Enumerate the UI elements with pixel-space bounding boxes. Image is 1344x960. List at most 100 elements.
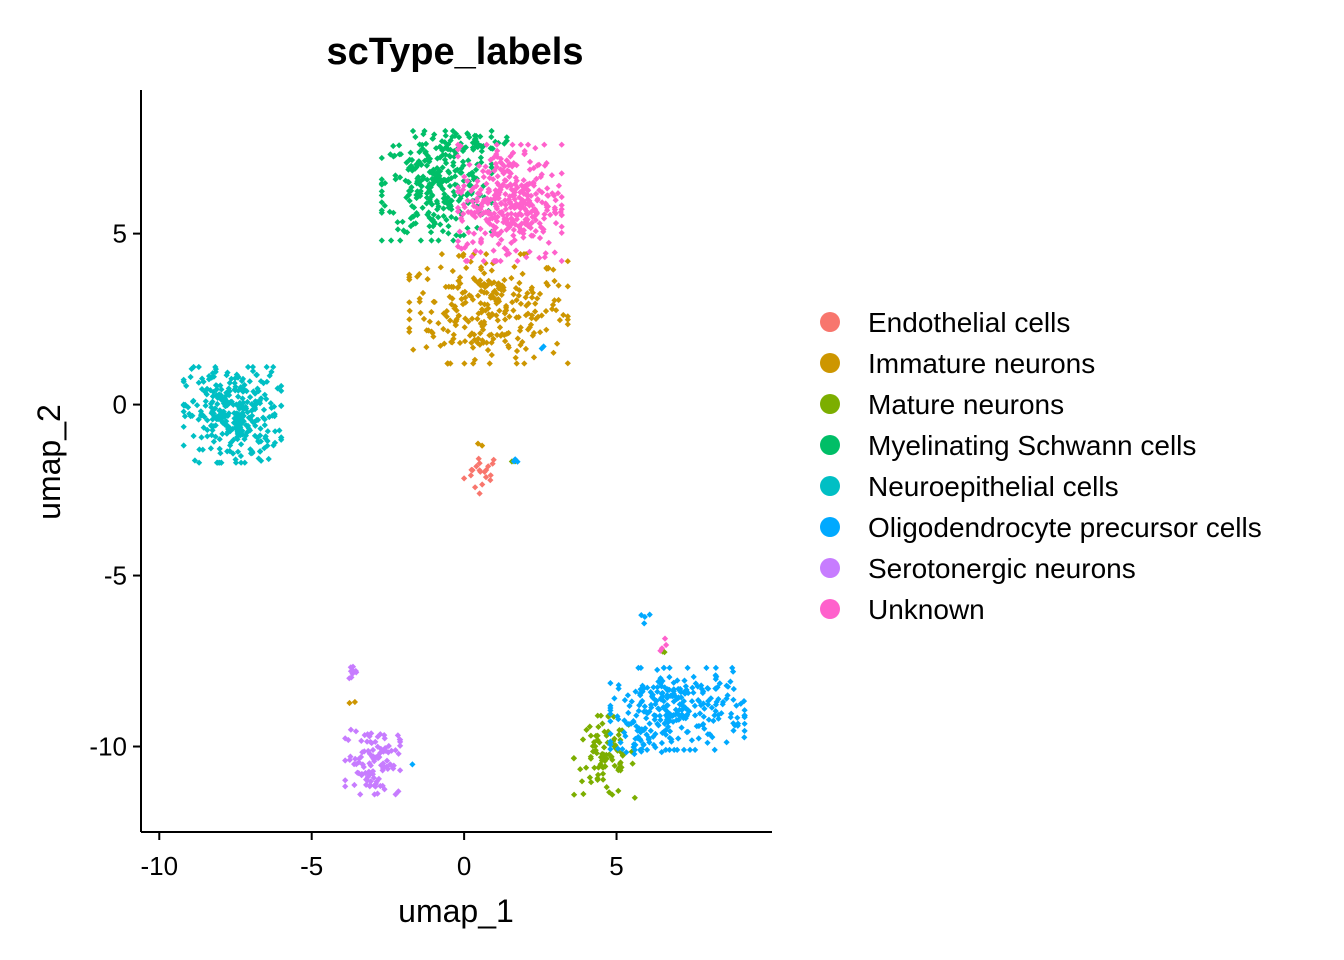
x-axis-ticks: -10 -5 0 5 bbox=[141, 832, 624, 881]
point-myelinating-schwann-cells bbox=[378, 154, 385, 162]
point-mature-neurons bbox=[587, 779, 595, 786]
point-oligodendrocyte-precursor-cells bbox=[690, 689, 697, 696]
point-unknown bbox=[469, 238, 477, 246]
point-mature-neurons bbox=[594, 712, 601, 719]
point-myelinating-schwann-cells bbox=[407, 149, 414, 156]
point-immature-neurons bbox=[441, 340, 448, 347]
point-immature-neurons bbox=[455, 312, 462, 319]
point-neuroepithelial-cells bbox=[190, 363, 197, 371]
point-neuroepithelial-cells bbox=[219, 430, 226, 438]
point-mature-neurons bbox=[606, 751, 613, 758]
point-immature-neurons bbox=[417, 309, 424, 317]
point-oligodendrocyte-precursor-cells bbox=[621, 696, 629, 704]
point-oligodendrocyte-precursor-cells bbox=[648, 704, 655, 711]
point-mature-neurons bbox=[629, 760, 636, 767]
point-endothelial-cells bbox=[476, 460, 483, 467]
point-serotonergic-neurons bbox=[358, 737, 365, 745]
point-mature-neurons bbox=[616, 760, 624, 768]
point-mature-neurons bbox=[590, 738, 598, 746]
point-oligodendrocyte-precursor-cells bbox=[621, 729, 628, 736]
point-endothelial-cells bbox=[471, 484, 479, 491]
point-serotonergic-neurons bbox=[380, 765, 387, 772]
point-myelinating-schwann-cells bbox=[445, 223, 452, 230]
point-immature-neurons bbox=[449, 267, 456, 275]
point-myelinating-schwann-cells bbox=[439, 185, 446, 192]
point-immature-neurons bbox=[490, 279, 498, 286]
point-oligodendrocyte-precursor-cells bbox=[649, 691, 656, 698]
point-immature-neurons bbox=[470, 275, 477, 282]
point-oligodendrocyte-precursor-cells bbox=[733, 702, 740, 709]
point-immature-neurons bbox=[511, 263, 518, 270]
point-oligodendrocyte-precursor-cells bbox=[652, 700, 659, 708]
point-oligodendrocyte-precursor-cells bbox=[685, 708, 693, 715]
point-oligodendrocyte-precursor-cells bbox=[706, 731, 714, 738]
point-myelinating-schwann-cells bbox=[423, 162, 431, 169]
point-oligodendrocyte-precursor-cells bbox=[647, 727, 654, 734]
point-neuroepithelial-cells bbox=[253, 371, 261, 379]
point-neuroepithelial-cells bbox=[193, 402, 201, 409]
point-neuroepithelial-cells bbox=[262, 433, 269, 440]
point-oligodendrocyte-precursor-cells bbox=[678, 724, 685, 731]
point-unknown bbox=[540, 215, 548, 222]
point-immature-neurons bbox=[513, 360, 520, 367]
point-serotonergic-neurons bbox=[392, 791, 399, 798]
point-oligodendrocyte-precursor-cells bbox=[688, 737, 696, 744]
point-oligodendrocyte-precursor-cells bbox=[656, 712, 664, 720]
point-neuroepithelial-cells bbox=[263, 363, 270, 371]
point-immature-neurons bbox=[474, 440, 482, 447]
point-mature-neurons bbox=[601, 763, 609, 770]
point-serotonergic-neurons bbox=[379, 760, 387, 767]
point-oligodendrocyte-precursor-cells bbox=[654, 684, 661, 691]
point-oligodendrocyte-precursor-cells bbox=[686, 746, 694, 754]
point-unknown bbox=[541, 141, 548, 148]
point-immature-neurons bbox=[459, 252, 467, 260]
point-oligodendrocyte-precursor-cells bbox=[656, 706, 663, 713]
point-oligodendrocyte-precursor-cells bbox=[607, 718, 614, 725]
point-unknown bbox=[517, 141, 525, 148]
point-oligodendrocyte-precursor-cells bbox=[636, 702, 643, 709]
point-immature-neurons bbox=[474, 315, 481, 323]
point-unknown bbox=[558, 223, 565, 230]
point-oligodendrocyte-precursor-cells bbox=[670, 679, 677, 686]
point-immature-neurons bbox=[564, 321, 571, 328]
point-serotonergic-neurons bbox=[347, 726, 355, 733]
point-oligodendrocyte-precursor-cells bbox=[638, 611, 645, 619]
point-unknown bbox=[502, 205, 509, 213]
point-oligodendrocyte-precursor-cells bbox=[730, 696, 737, 703]
point-mature-neurons bbox=[617, 767, 624, 774]
point-neuroepithelial-cells bbox=[221, 411, 228, 418]
point-oligodendrocyte-precursor-cells bbox=[712, 664, 720, 672]
legend-label: Neuroepithelial cells bbox=[868, 471, 1119, 502]
point-unknown bbox=[536, 254, 543, 262]
point-oligodendrocyte-precursor-cells bbox=[692, 680, 699, 687]
point-immature-neurons bbox=[486, 332, 493, 339]
point-myelinating-schwann-cells bbox=[450, 237, 457, 244]
point-mature-neurons bbox=[577, 766, 584, 773]
point-neuroepithelial-cells bbox=[278, 436, 285, 443]
legend-swatch bbox=[820, 558, 840, 578]
point-neuroepithelial-cells bbox=[216, 459, 223, 466]
point-oligodendrocyte-precursor-cells bbox=[646, 720, 653, 727]
point-oligodendrocyte-precursor-cells bbox=[621, 717, 628, 724]
point-unknown bbox=[510, 232, 517, 239]
point-oligodendrocyte-precursor-cells bbox=[704, 701, 712, 708]
point-immature-neurons bbox=[443, 307, 450, 315]
point-oligodendrocyte-precursor-cells bbox=[668, 736, 675, 743]
point-myelinating-schwann-cells bbox=[395, 142, 403, 149]
point-oligodendrocyte-precursor-cells bbox=[655, 678, 662, 685]
point-immature-neurons bbox=[454, 284, 461, 292]
point-immature-neurons bbox=[453, 317, 460, 325]
point-neuroepithelial-cells bbox=[251, 418, 258, 426]
scatter-points bbox=[180, 127, 748, 801]
point-immature-neurons bbox=[443, 313, 450, 320]
point-unknown bbox=[490, 247, 497, 254]
point-oligodendrocyte-precursor-cells bbox=[675, 716, 682, 723]
point-neuroepithelial-cells bbox=[260, 406, 268, 413]
point-oligodendrocyte-precursor-cells bbox=[670, 688, 677, 695]
legend-swatch bbox=[820, 599, 840, 619]
point-neuroepithelial-cells bbox=[195, 416, 202, 423]
point-myelinating-schwann-cells bbox=[403, 159, 410, 166]
point-immature-neurons bbox=[431, 298, 438, 306]
point-immature-neurons bbox=[475, 310, 482, 317]
